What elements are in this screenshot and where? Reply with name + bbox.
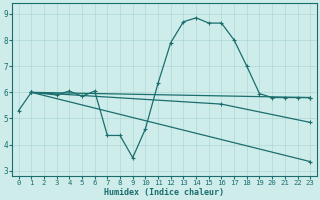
X-axis label: Humidex (Indice chaleur): Humidex (Indice chaleur) (104, 188, 224, 197)
